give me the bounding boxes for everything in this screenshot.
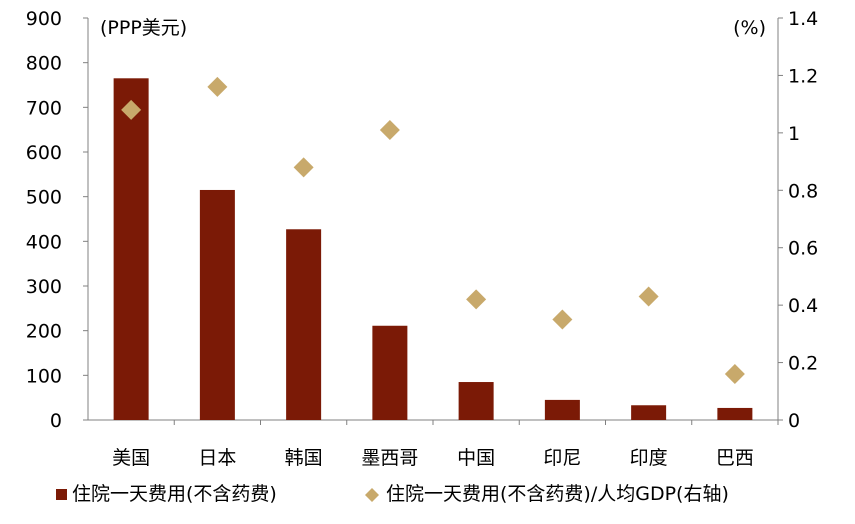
bar	[372, 325, 408, 420]
right-tick-label: 0.4	[788, 295, 818, 317]
right-axis-unit: (%)	[733, 17, 766, 39]
bar	[717, 407, 753, 420]
bar	[199, 189, 235, 420]
legend-bar-label: 住院一天费用(不含药费)	[72, 483, 277, 505]
diamond-marker	[379, 119, 400, 140]
left-tick-label: 0	[50, 410, 62, 432]
left-tick-label: 600	[26, 142, 62, 164]
left-tick-label: 700	[26, 97, 62, 119]
x-tick-label: 墨西哥	[361, 447, 418, 469]
left-axis-unit: (PPP美元)	[100, 17, 187, 39]
right-tick-label: 0.6	[788, 238, 818, 260]
bar	[544, 399, 580, 420]
bars	[113, 78, 753, 421]
x-tick-label: 中国	[457, 447, 495, 469]
diamond-marker	[552, 309, 573, 330]
diamond-marker	[121, 99, 142, 120]
left-tick-label: 500	[26, 187, 62, 209]
x-tick-label: 巴西	[716, 447, 754, 469]
diamond-marker	[207, 76, 228, 97]
x-tick-label: 韩国	[285, 447, 323, 469]
legend-diamond-swatch	[365, 488, 379, 502]
left-tick-label: 800	[26, 53, 62, 75]
bar	[631, 405, 667, 420]
x-ticks: 美国 日本 韩国 墨西哥 中国 印尼 印度 巴西	[112, 420, 779, 469]
legend: 住院一天费用(不含药费) 住院一天费用(不含药费)/人均GDP(右轴)	[56, 483, 729, 505]
bar	[113, 78, 149, 421]
left-tick-label: 400	[26, 231, 62, 253]
right-ticks: 0 0.2 0.4 0.6 0.8 1 1.2 1.4	[778, 8, 818, 432]
x-tick-label: 印度	[630, 447, 668, 469]
diamonds	[121, 76, 745, 385]
left-tick-label: 900	[26, 8, 62, 30]
bar	[458, 382, 494, 420]
diamond-marker	[638, 286, 659, 307]
right-tick-label: 0	[788, 410, 800, 432]
legend-bar-swatch	[56, 489, 67, 500]
right-tick-label: 0.8	[788, 180, 818, 202]
diamond-marker	[466, 289, 487, 310]
x-tick-label: 美国	[112, 447, 150, 469]
right-tick-label: 1	[788, 123, 800, 145]
x-tick-label: 印尼	[543, 447, 581, 469]
legend-diamond-label: 住院一天费用(不含药费)/人均GDP(右轴)	[386, 483, 729, 505]
left-ticks: 0 100 200 300 400 500 600 700 800 900	[26, 8, 88, 432]
left-tick-label: 300	[26, 276, 62, 298]
left-tick-label: 100	[26, 365, 62, 387]
left-tick-label: 200	[26, 321, 62, 343]
diamond-marker	[293, 157, 314, 178]
right-tick-label: 0.2	[788, 353, 818, 375]
bar	[286, 229, 322, 420]
diamond-marker	[724, 364, 745, 385]
right-tick-label: 1.4	[788, 8, 818, 30]
right-tick-label: 1.2	[788, 65, 818, 87]
x-tick-label: 日本	[198, 447, 236, 469]
